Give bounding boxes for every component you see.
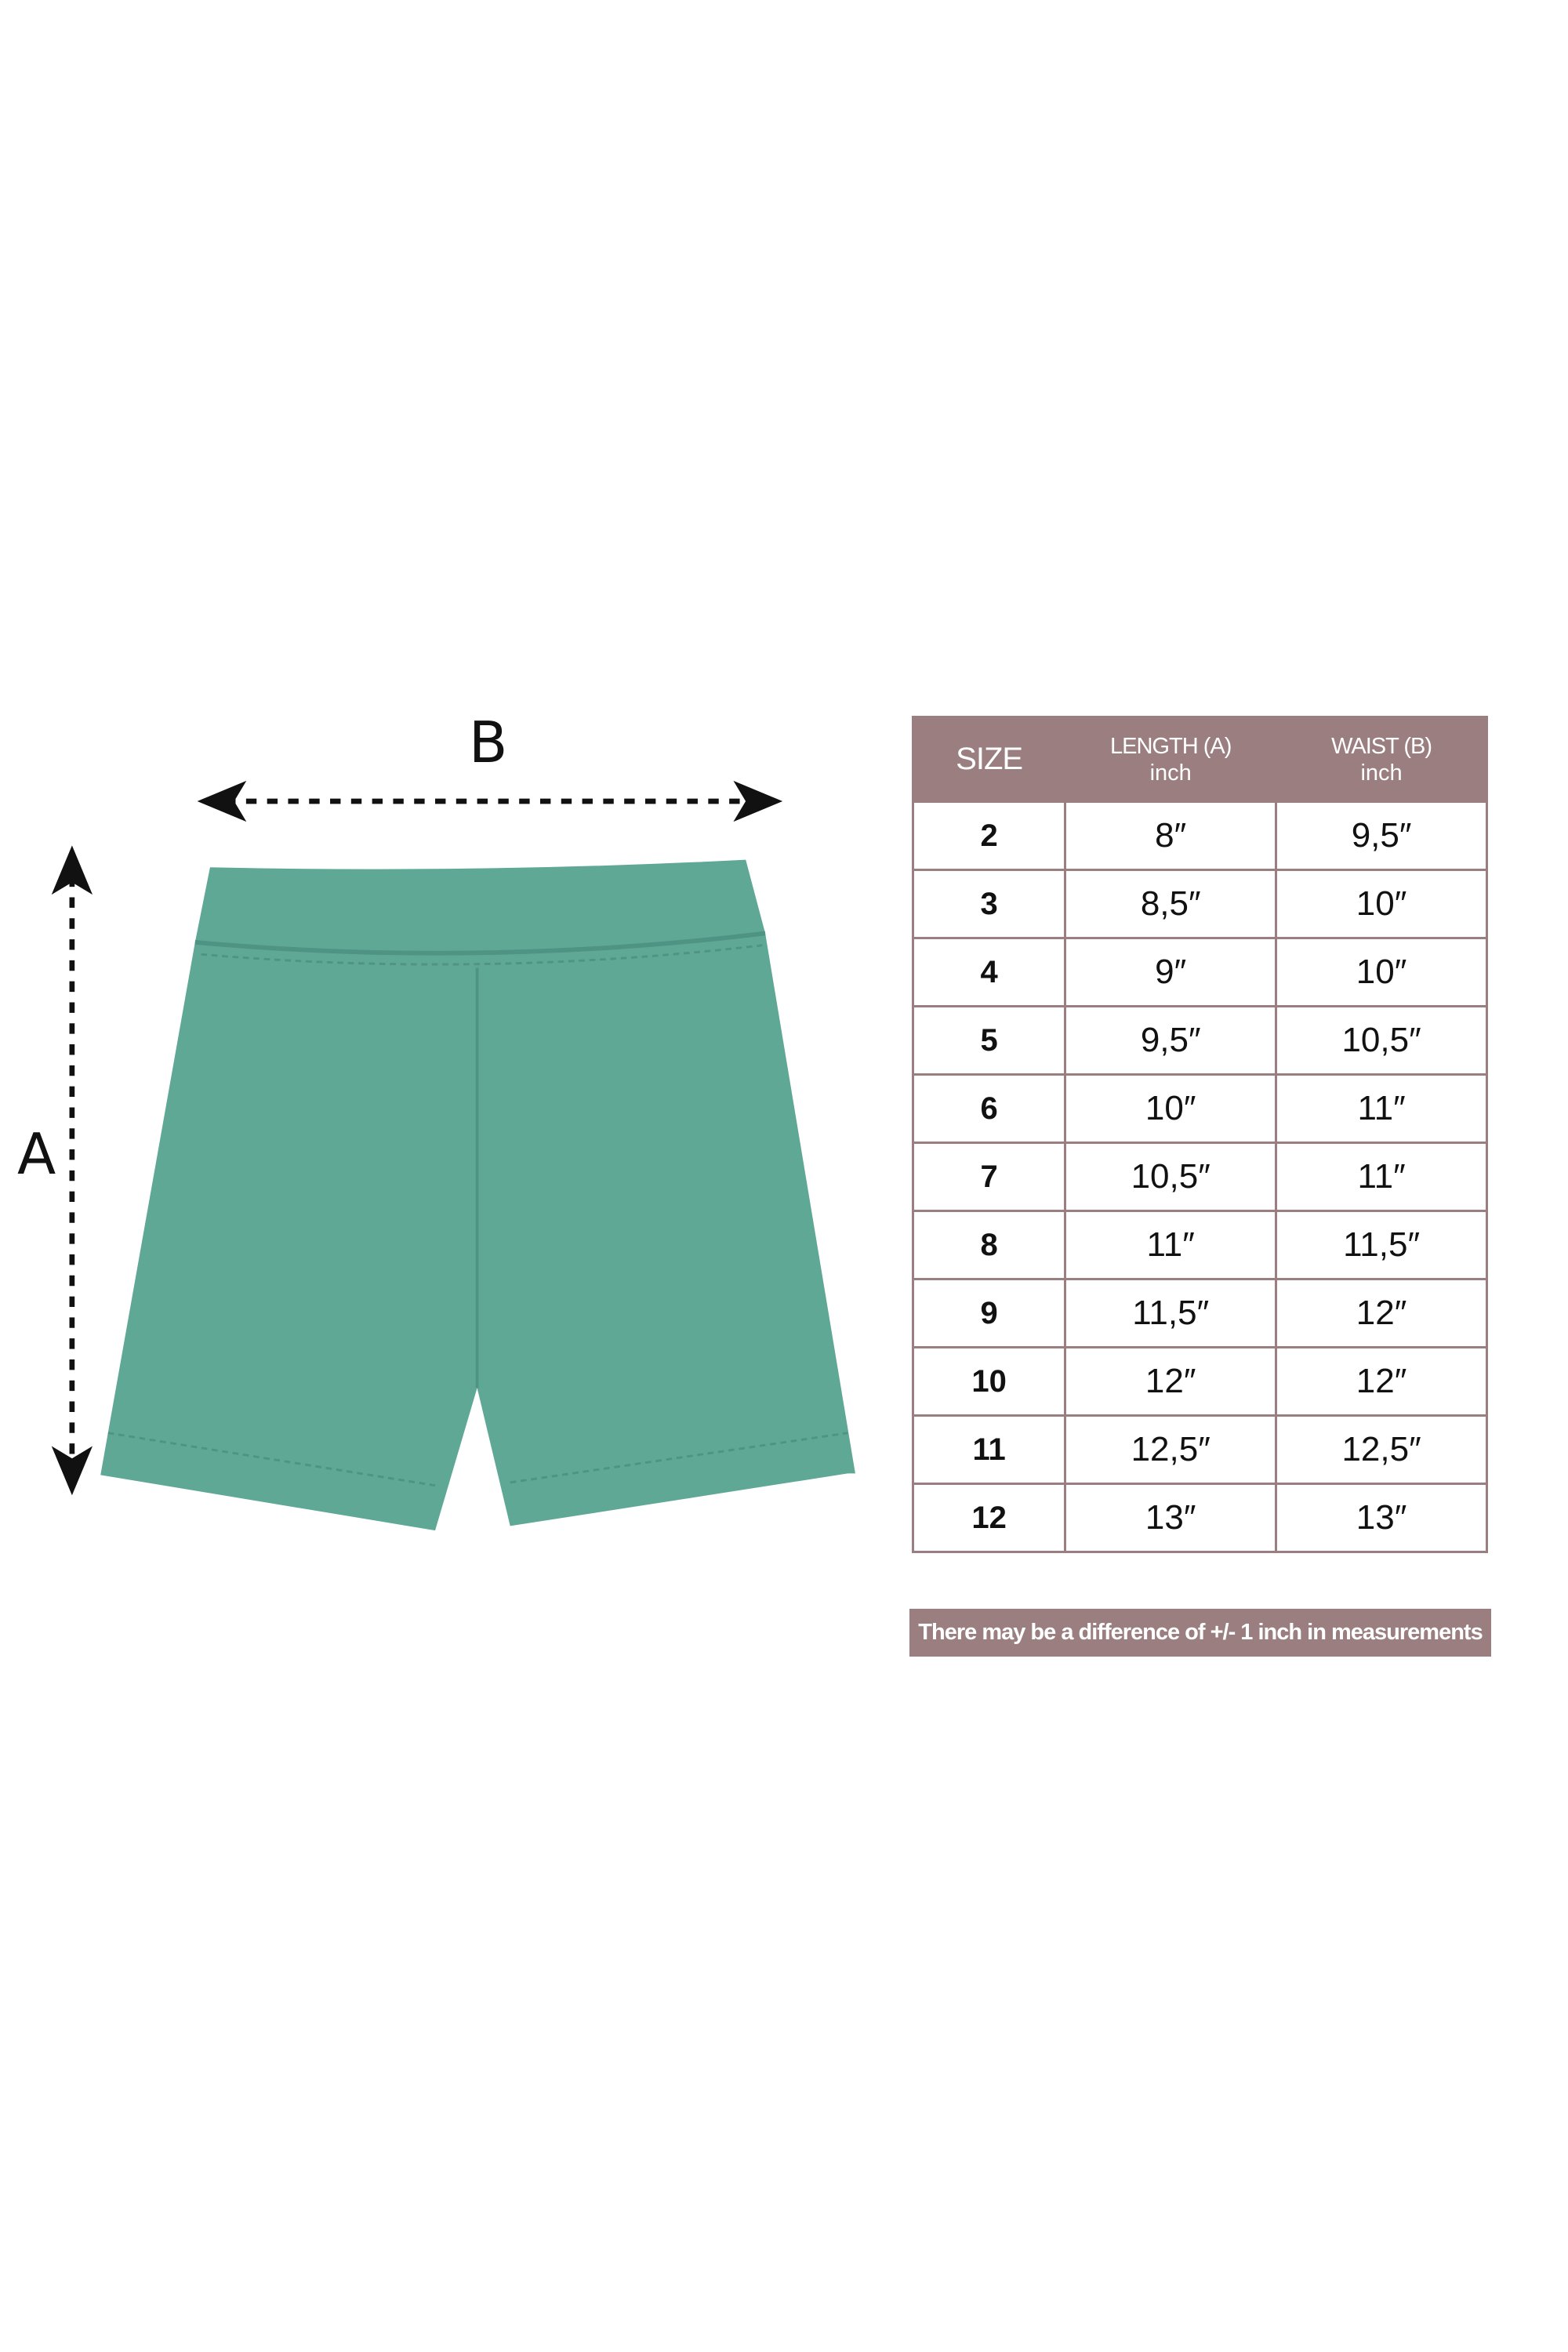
cell-size: 9 (911, 1278, 1067, 1348)
cell-size: 12 (911, 1483, 1067, 1553)
table-row: 2 8″ 9,5″ (911, 800, 1488, 871)
header-length-label: LENGTH (A) (1110, 733, 1232, 759)
cell-size: 2 (911, 800, 1067, 871)
table-row: 5 9,5″ 10,5″ (911, 1005, 1488, 1076)
label-a: A (17, 1121, 56, 1187)
cell-length: 11″ (1064, 1210, 1278, 1280)
cell-length: 10,5″ (1064, 1142, 1278, 1212)
cell-waist: 12″ (1275, 1346, 1488, 1417)
table-header-row: SIZE LENGTH (A) inch WAIST (B) inch (911, 716, 1488, 803)
length-arrow (51, 845, 93, 1496)
cell-size: 5 (911, 1005, 1067, 1076)
table-row: 8 11″ 11,5″ (911, 1210, 1488, 1280)
cell-waist: 12,5″ (1275, 1414, 1488, 1485)
table-row: 3 8,5″ 10″ (911, 869, 1488, 939)
cell-length: 12″ (1064, 1346, 1278, 1417)
table-row: 10 12″ 12″ (911, 1346, 1488, 1417)
table-row: 12 13″ 13″ (911, 1483, 1488, 1553)
header-length-unit: inch (1149, 760, 1192, 786)
header-waist-label: WAIST (B) (1331, 733, 1432, 759)
header-waist: WAIST (B) inch (1275, 716, 1488, 803)
header-size: SIZE (911, 716, 1067, 803)
cell-length: 8,5″ (1064, 869, 1278, 939)
label-b: B (469, 710, 508, 775)
cell-length: 9″ (1064, 937, 1278, 1007)
cell-length: 11,5″ (1064, 1278, 1278, 1348)
cell-size: 11 (911, 1414, 1067, 1485)
cell-waist: 9,5″ (1275, 800, 1488, 871)
size-chart-table: SIZE LENGTH (A) inch WAIST (B) inch 2 8″ 9… (911, 716, 1488, 1553)
cell-length: 8″ (1064, 800, 1278, 871)
cell-length: 9,5″ (1064, 1005, 1278, 1076)
header-waist-unit: inch (1360, 760, 1403, 786)
cell-size: 3 (911, 869, 1067, 939)
cell-waist: 13″ (1275, 1483, 1488, 1553)
cell-size: 4 (911, 937, 1067, 1007)
table-row: 9 11,5″ 12″ (911, 1278, 1488, 1348)
cell-length: 13″ (1064, 1483, 1278, 1553)
cell-size: 6 (911, 1073, 1067, 1144)
cell-size: 7 (911, 1142, 1067, 1212)
cell-waist: 12″ (1275, 1278, 1488, 1348)
cell-waist: 11″ (1275, 1073, 1488, 1144)
header-length: LENGTH (A) inch (1064, 716, 1278, 803)
cell-waist: 11,5″ (1275, 1210, 1488, 1280)
cell-waist: 10″ (1275, 869, 1488, 939)
shorts-illustration (100, 859, 855, 1531)
table-row: 6 10″ 11″ (911, 1073, 1488, 1144)
waist-arrow (197, 780, 783, 822)
table-row: 7 10,5″ 11″ (911, 1142, 1488, 1212)
table-row: 11 12,5″ 12,5″ (911, 1414, 1488, 1485)
cell-length: 12,5″ (1064, 1414, 1278, 1485)
table-row: 4 9″ 10″ (911, 937, 1488, 1007)
cell-waist: 11″ (1275, 1142, 1488, 1212)
cell-waist: 10,5″ (1275, 1005, 1488, 1076)
cell-size: 8 (911, 1210, 1067, 1280)
cell-length: 10″ (1064, 1073, 1278, 1144)
cell-waist: 10″ (1275, 937, 1488, 1007)
cell-size: 10 (911, 1346, 1067, 1417)
measurement-note: There may be a difference of +/- 1 inch … (909, 1609, 1491, 1657)
